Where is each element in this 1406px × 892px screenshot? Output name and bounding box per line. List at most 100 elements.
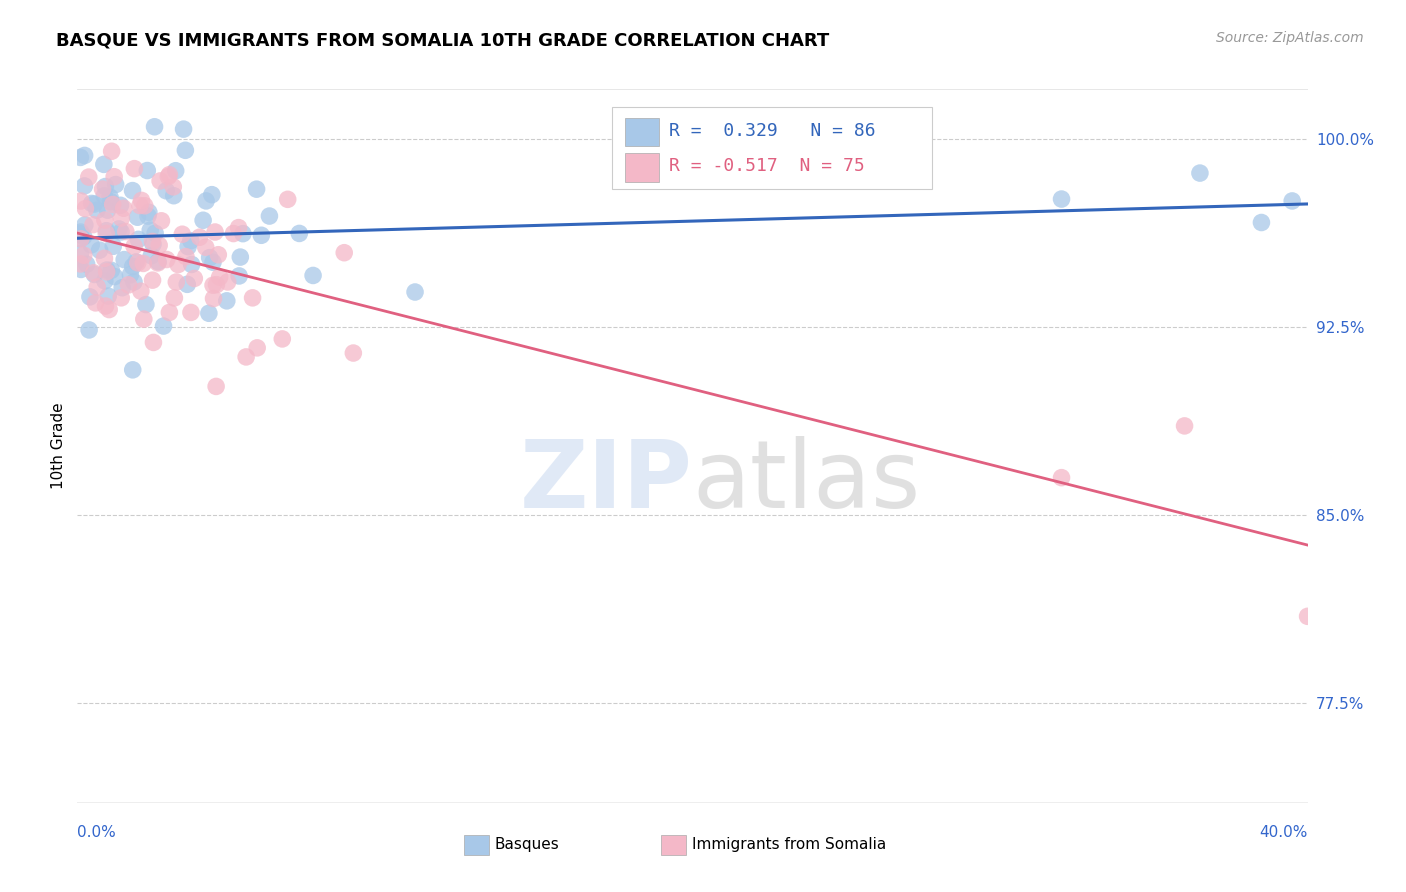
- Text: ZIP: ZIP: [520, 435, 693, 528]
- Point: [69, 225, 91, 239]
- Point: [110, 198, 132, 212]
- Point: [201, 187, 224, 202]
- Point: [150, 214, 173, 228]
- Point: [94, 299, 117, 313]
- Point: [93, 252, 115, 266]
- Point: [100, 194, 122, 209]
- Point: [93, 189, 115, 203]
- Point: [83, 268, 105, 282]
- Point: [404, 285, 426, 299]
- Text: Basques: Basques: [495, 838, 560, 852]
- Point: [271, 332, 294, 346]
- Point: [134, 199, 156, 213]
- Text: Immigrants from Somalia: Immigrants from Somalia: [692, 838, 886, 852]
- Point: [157, 168, 180, 182]
- Point: [96, 224, 118, 238]
- Point: [73, 218, 96, 232]
- Point: [141, 249, 163, 263]
- FancyBboxPatch shape: [613, 107, 932, 189]
- Point: [69, 247, 91, 261]
- Point: [215, 293, 238, 308]
- Point: [156, 252, 179, 267]
- Text: Source: ZipAtlas.com: Source: ZipAtlas.com: [1216, 31, 1364, 45]
- Point: [103, 169, 125, 184]
- Point: [250, 228, 273, 243]
- Point: [205, 277, 228, 292]
- Point: [201, 255, 224, 269]
- Point: [342, 346, 364, 360]
- Point: [194, 240, 217, 254]
- Point: [1296, 609, 1319, 624]
- Text: R =  0.329   N = 86: R = 0.329 N = 86: [669, 121, 876, 139]
- Point: [229, 250, 252, 264]
- Point: [114, 225, 136, 239]
- Point: [157, 305, 180, 319]
- FancyBboxPatch shape: [624, 118, 659, 146]
- Point: [73, 248, 96, 262]
- Point: [198, 306, 221, 320]
- Point: [103, 239, 125, 253]
- Point: [163, 291, 186, 305]
- Point: [148, 238, 170, 252]
- Point: [1281, 194, 1303, 208]
- Point: [97, 203, 120, 218]
- Point: [73, 148, 96, 162]
- Point: [180, 305, 202, 319]
- Point: [77, 323, 100, 337]
- Point: [138, 205, 160, 219]
- Point: [245, 182, 267, 196]
- Point: [120, 268, 142, 282]
- Point: [122, 275, 145, 289]
- Point: [177, 240, 200, 254]
- Point: [98, 190, 121, 204]
- Point: [86, 280, 108, 294]
- Point: [94, 274, 117, 288]
- Point: [152, 319, 174, 334]
- Point: [80, 238, 103, 252]
- Point: [73, 229, 96, 244]
- Point: [79, 290, 101, 304]
- Point: [174, 250, 197, 264]
- Point: [110, 291, 132, 305]
- Point: [122, 239, 145, 253]
- Point: [277, 192, 299, 206]
- Point: [217, 275, 239, 289]
- Point: [228, 268, 250, 283]
- Point: [208, 270, 231, 285]
- Point: [136, 163, 159, 178]
- Point: [129, 284, 152, 298]
- Point: [235, 350, 257, 364]
- Point: [180, 257, 202, 271]
- Point: [146, 254, 169, 268]
- Point: [191, 213, 214, 227]
- Point: [100, 145, 122, 159]
- Point: [73, 178, 96, 193]
- Point: [136, 209, 159, 223]
- Y-axis label: 10th Grade: 10th Grade: [51, 402, 66, 490]
- Point: [165, 275, 187, 289]
- Text: BASQUE VS IMMIGRANTS FROM SOMALIA 10TH GRADE CORRELATION CHART: BASQUE VS IMMIGRANTS FROM SOMALIA 10TH G…: [56, 31, 830, 49]
- Text: 0.0%: 0.0%: [77, 825, 117, 840]
- Point: [104, 178, 127, 192]
- Point: [173, 122, 195, 136]
- Point: [172, 227, 194, 242]
- Point: [141, 273, 163, 287]
- Point: [77, 170, 100, 185]
- Point: [132, 256, 155, 270]
- Point: [157, 169, 180, 184]
- Point: [162, 179, 184, 194]
- Point: [183, 271, 205, 285]
- Point: [84, 296, 107, 310]
- Point: [128, 198, 150, 212]
- Point: [110, 211, 132, 225]
- Point: [142, 237, 165, 252]
- Point: [98, 302, 121, 317]
- Point: [94, 213, 117, 227]
- FancyBboxPatch shape: [624, 153, 659, 182]
- Point: [69, 257, 91, 271]
- Point: [111, 281, 134, 295]
- Point: [246, 341, 269, 355]
- Point: [127, 232, 149, 246]
- Point: [1174, 418, 1197, 433]
- Point: [163, 188, 186, 202]
